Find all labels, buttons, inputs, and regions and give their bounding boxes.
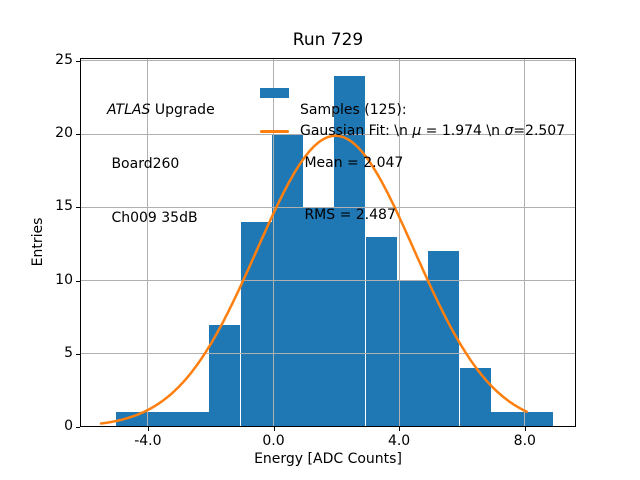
x-tick-label: 4.0 xyxy=(387,433,411,449)
y-tick-label: 5 xyxy=(64,344,73,361)
x-tick-mark xyxy=(399,427,401,431)
legend-samples-line-3: RMS = 2.487 xyxy=(300,207,396,223)
x-tick-mark xyxy=(524,427,526,431)
legend-sigma-symbol: σ xyxy=(504,123,514,139)
y-tick-mark xyxy=(76,60,80,62)
x-tick-mark xyxy=(147,427,149,431)
y-tick-label: 25 xyxy=(55,51,73,68)
y-tick-mark xyxy=(76,353,80,355)
annotation-line-1: ATLAS Upgrade xyxy=(107,101,215,119)
x-tick-label: 0.0 xyxy=(262,433,285,449)
chart-title: Run 729 xyxy=(292,30,364,50)
y-tick-mark xyxy=(76,427,80,428)
x-axis-label: Energy [ADC Counts] xyxy=(254,451,402,467)
legend-gaussian-label: Gaussian Fit: \n μ = 1.974 \n σ=2.507 xyxy=(300,123,565,139)
y-gridline xyxy=(80,60,576,62)
annotation-line-2: Board260 xyxy=(107,156,180,172)
x-tick-label: 8.0 xyxy=(513,433,536,449)
legend-samples-label: Samples (125): Mean = 2.047 RMS = 2.487 xyxy=(300,67,407,260)
annotation-line-3: Ch009 35dB xyxy=(107,210,198,226)
x-tick-mark xyxy=(273,427,275,431)
y-tick-label: 15 xyxy=(55,198,73,215)
legend-gaussian-prefix: Gaussian Fit: \n xyxy=(300,123,413,139)
legend-histogram-swatch xyxy=(260,88,289,98)
legend-samples-line-1: Samples (125): xyxy=(300,102,407,118)
annotation-upgrade: Upgrade xyxy=(150,102,215,118)
y-tick-mark xyxy=(76,134,80,136)
legend-samples-line-2: Mean = 2.047 xyxy=(300,154,404,171)
y-tick-mark xyxy=(76,280,80,282)
x-tick-label: -4.0 xyxy=(134,433,162,449)
legend-gaussian-mid: = 1.974 \n xyxy=(421,123,505,139)
y-tick-label: 10 xyxy=(55,271,73,288)
y-tick-mark xyxy=(76,207,80,209)
legend-gaussian-suffix: =2.507 xyxy=(513,123,566,139)
y-tick-label: 20 xyxy=(55,125,73,142)
annotation-block: ATLAS Upgrade Board260 Ch009 35dB xyxy=(107,65,215,263)
y-axis-label: Entries xyxy=(30,217,46,267)
y-gridline xyxy=(80,133,576,135)
plot-area xyxy=(80,58,576,427)
histogram-bar xyxy=(522,412,554,427)
legend-fit-line-swatch xyxy=(260,130,289,133)
annotation-atlas: ATLAS xyxy=(107,102,151,118)
legend-mu-symbol: μ xyxy=(412,123,422,139)
y-tick-label: 0 xyxy=(64,418,73,434)
